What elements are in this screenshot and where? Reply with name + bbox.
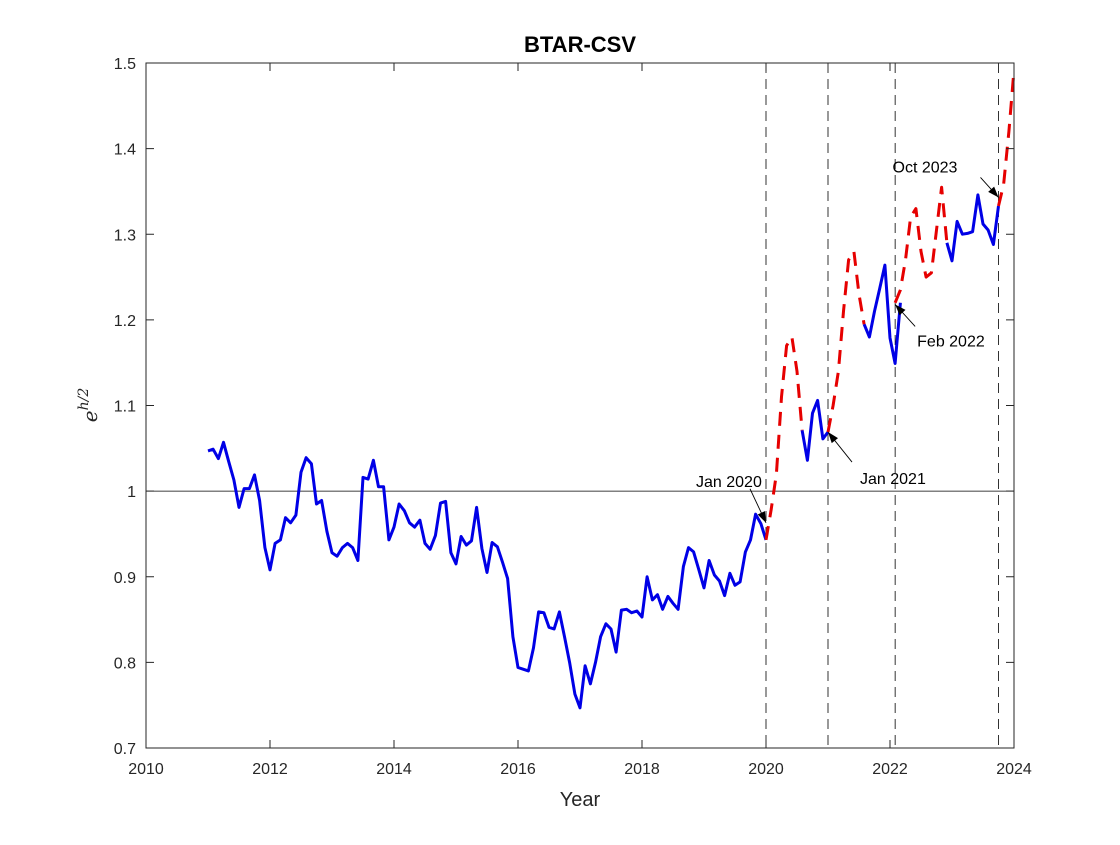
y-axis-title: eh/2 (76, 388, 102, 423)
y-axis-ticks: 0.7 0.8 0.9 1 1.1 1.2 1.3 1.4 1.5 (114, 56, 1014, 758)
x-tick-label: 2024 (996, 761, 1032, 778)
series-dashed-segment (997, 69, 1016, 207)
chart-title: BTAR-CSV (524, 32, 636, 57)
svg-text:eh/2: eh/2 (76, 388, 102, 423)
x-tick-label: 2016 (500, 761, 536, 778)
series-solid-segment (207, 440, 768, 710)
y-tick-label: 1.4 (114, 142, 136, 159)
x-tick-label: 2012 (252, 761, 288, 778)
series-solid-segment (800, 398, 830, 462)
y-tick-label: 0.7 (114, 741, 136, 758)
x-tick-label: 2022 (872, 761, 908, 778)
series-dashed-segment (764, 335, 804, 541)
vertical-markers (765, 63, 999, 748)
y-tick-label: 1.3 (114, 227, 136, 244)
annotation-label: Jan 2021 (860, 471, 926, 488)
series-dashed-segment (826, 249, 866, 433)
annotations-group: Jan 2020 Jan 2021 Feb 2022 Oct 2023 (696, 159, 999, 523)
series-solid-segment (862, 263, 902, 365)
y-axis-title-base: e (78, 410, 102, 422)
x-tick-label: 2018 (624, 761, 660, 778)
annotation-label: Jan 2020 (696, 474, 762, 491)
x-tick-label: 2014 (376, 761, 412, 778)
y-tick-label: 1.1 (114, 399, 136, 416)
y-tick-label: 0.8 (114, 655, 136, 672)
series-group (207, 69, 1016, 710)
y-tick-label: 1 (127, 484, 136, 501)
x-tick-label: 2020 (748, 761, 784, 778)
annotation-arrowhead (828, 432, 838, 444)
annotation-arrowhead (757, 511, 766, 523)
annotation-arrowhead (988, 186, 999, 198)
series-solid-segment (945, 193, 1000, 263)
series-dashed-segment (893, 185, 949, 304)
annotation-label: Feb 2022 (917, 333, 985, 350)
plot-area (146, 63, 1014, 748)
y-tick-label: 0.9 (114, 570, 136, 587)
annotation-label: Oct 2023 (893, 159, 958, 176)
y-axis-title-exponent: h/2 (76, 388, 92, 411)
x-axis-ticks: 2010 2012 2014 2016 2018 2020 2022 2024 (128, 63, 1032, 778)
x-axis-title: Year (560, 789, 601, 811)
x-tick-label: 2010 (128, 761, 164, 778)
y-tick-label: 1.5 (114, 56, 136, 73)
annotation-arrowhead (895, 304, 906, 316)
y-tick-label: 1.2 (114, 313, 136, 330)
